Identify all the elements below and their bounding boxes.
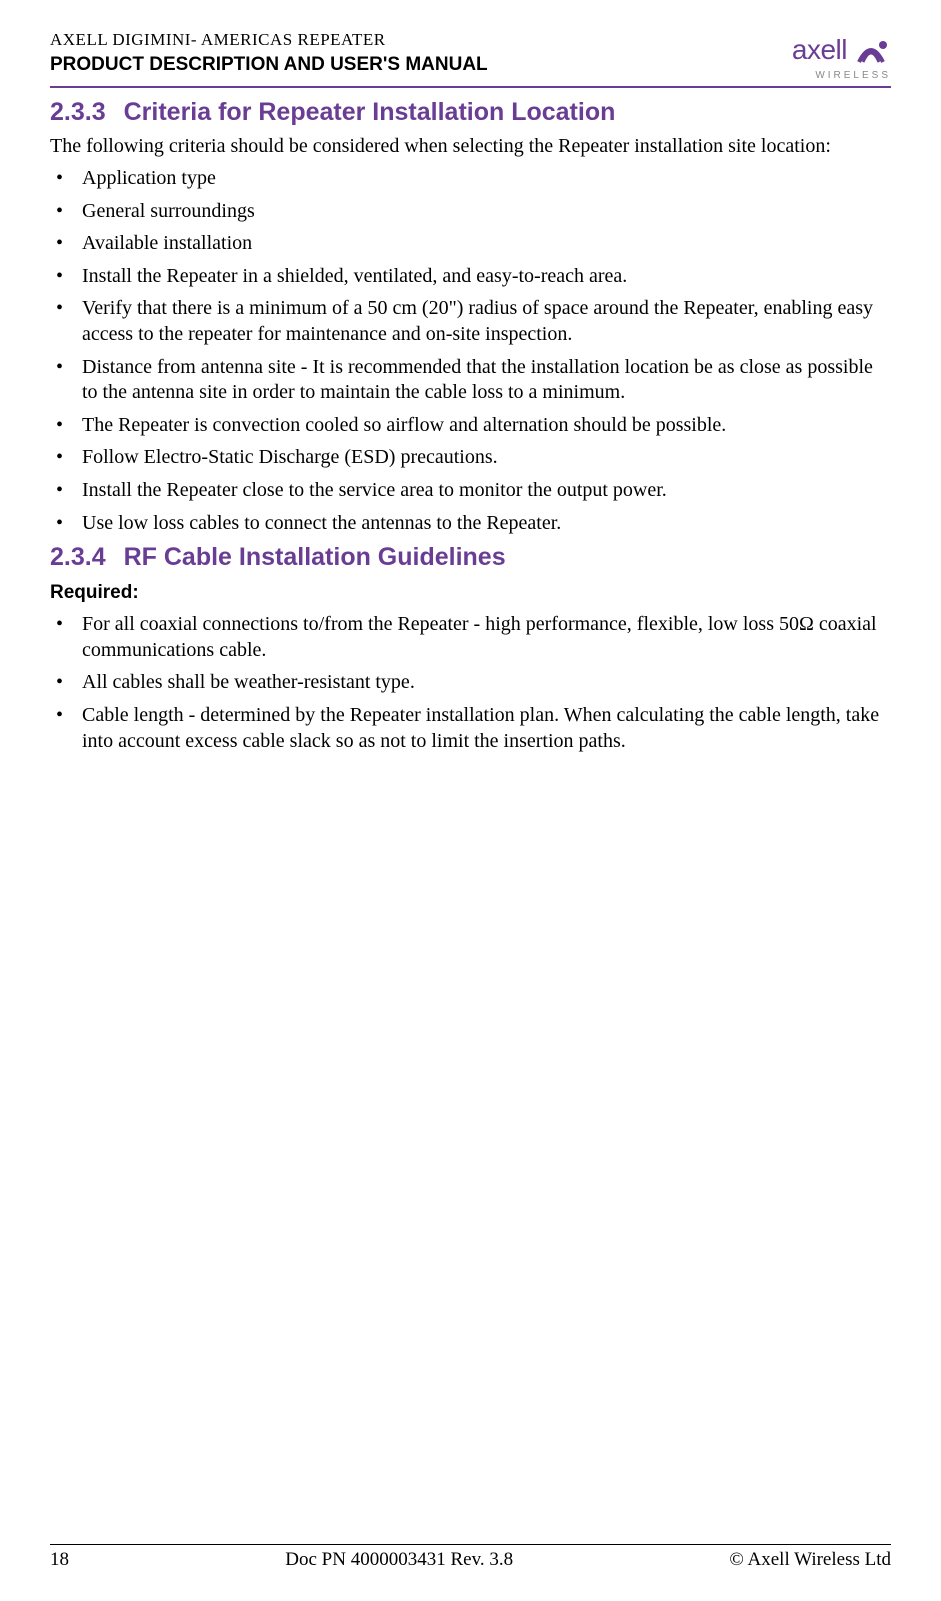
list-item: The Repeater is convection cooled so air…	[50, 413, 891, 439]
logo-subtitle: WIRELESS	[792, 70, 891, 81]
doc-reference: Doc PN 4000003431 Rev. 3.8	[285, 1549, 513, 1571]
header-text-block: AXELL DIGIMINI- AMERICAS REPEATER PRODUC…	[50, 30, 488, 76]
logo: axell	[792, 30, 891, 70]
list-item: Install the Repeater in a shielded, vent…	[50, 264, 891, 290]
section-heading-criteria: 2.3.3 Criteria for Repeater Installation …	[50, 98, 891, 127]
section-number: 2.3.3	[50, 98, 106, 127]
list-item: Use low loss cables to connect the anten…	[50, 511, 891, 537]
section-title: RF Cable Installation Guidelines	[124, 543, 506, 571]
rf-cable-list: For all coaxial connections to/from the …	[50, 612, 891, 754]
list-item: For all coaxial connections to/from the …	[50, 612, 891, 663]
logo-icon	[851, 30, 891, 70]
section-heading-rf-cable: 2.3.4 RF Cable Installation Guidelines	[50, 543, 891, 572]
list-item: Application type	[50, 166, 891, 192]
section-title: Criteria for Repeater Installation Locat…	[124, 98, 616, 126]
list-item: General surroundings	[50, 199, 891, 225]
required-subheading: Required:	[50, 582, 891, 604]
list-item: Verify that there is a minimum of a 50 c…	[50, 296, 891, 347]
list-item: Distance from antenna site - It is recom…	[50, 355, 891, 406]
list-item: All cables shall be weather-resistant ty…	[50, 670, 891, 696]
copyright: © Axell Wireless Ltd	[729, 1549, 891, 1571]
list-item: Install the Repeater close to the servic…	[50, 478, 891, 504]
header-doc-title: PRODUCT DESCRIPTION AND USER'S MANUAL	[50, 54, 488, 76]
section-number: 2.3.4	[50, 543, 106, 572]
page-footer: 18 Doc PN 4000003431 Rev. 3.8 © Axell Wi…	[50, 1544, 891, 1571]
list-item: Available installation	[50, 231, 891, 257]
logo-block: axell WIRELESS	[792, 30, 891, 81]
header-product-line: AXELL DIGIMINI- AMERICAS REPEATER	[50, 30, 488, 50]
logo-text: axell	[792, 34, 847, 66]
list-item: Cable length - determined by the Repeate…	[50, 703, 891, 754]
section-intro: The following criteria should be conside…	[50, 135, 891, 158]
page-header: AXELL DIGIMINI- AMERICAS REPEATER PRODUC…	[50, 30, 891, 88]
list-item: Follow Electro-Static Discharge (ESD) pr…	[50, 445, 891, 471]
page-number: 18	[50, 1549, 69, 1571]
criteria-list: Application type General surroundings Av…	[50, 166, 891, 536]
